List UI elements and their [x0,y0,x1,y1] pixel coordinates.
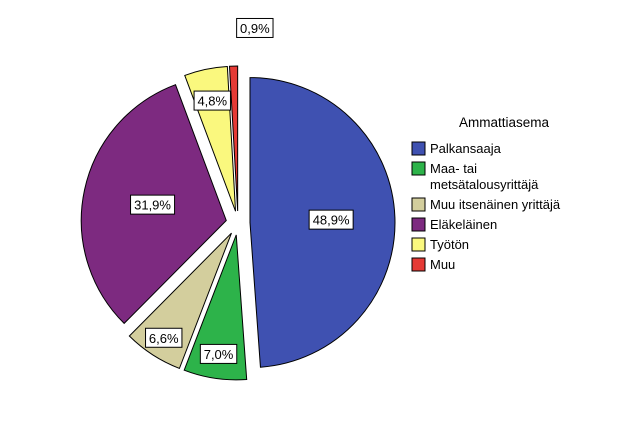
slice-label-muu: 0,9% [236,17,274,38]
pie-slice-muu [228,65,239,212]
legend-swatch [411,141,426,156]
legend-label: Eläkeläinen [430,217,497,232]
legend-label: Muu [430,257,455,272]
legend-label: Työtön [430,237,469,252]
slice-label-tyoton: 4,8% [193,90,231,111]
slice-label-box [193,90,231,111]
legend-swatch [411,197,426,212]
legend-item-muu-itsenainen-yrittaja: Muu itsenäinen yrittäjä [411,197,561,212]
legend-swatch [411,257,426,272]
legend-item-muu: Muu [411,257,455,272]
legend-label: Palkansaaja [430,141,502,156]
slice-label-text: 7,0% [204,347,234,362]
slice-label-box [145,327,183,348]
slice-label-palkansaaja: 48,9% [308,209,354,230]
slice-label-text: 0,9% [240,21,270,36]
legend-title: Ammattiasema [459,115,550,130]
slice-label-elakelainen: 31,9% [130,194,176,215]
legend-item-palkansaaja: Palkansaaja [411,141,502,156]
legend: Ammattiasema Palkansaaja Maa- taimetsätal… [411,115,561,272]
slice-label-box [130,194,176,215]
slice-label-muu-itsenainen-yrittaja: 6,6% [145,327,183,348]
slice-label-box [199,343,238,364]
slice-label-maa-tai-metsatalousyrittaja: 7,0% [199,343,238,364]
legend-swatch [411,217,426,232]
legend-label: metsätalousyrittäjä [430,177,539,192]
legend-swatch [411,237,426,252]
slice-label-text: 48,9% [313,213,350,228]
pie-slice-maa-tai-metsatalousyrittaja [183,234,248,381]
legend-label: Muu itsenäinen yrittäjä [430,197,561,212]
slice-label-text: 6,6% [149,331,179,346]
slice-label-box [308,209,354,230]
slice-labels: 48,9% 7,0% 6,6% 31,9% 4,8% 0,9% [130,17,354,364]
legend-item-tyoton: Työtön [411,237,469,252]
legend-item-elakelainen: Eläkeläinen [411,217,497,232]
legend-swatch [411,161,426,176]
slice-label-text: 31,9% [134,198,171,213]
slice-label-text: 4,8% [197,94,227,109]
slice-label-box [236,17,274,38]
legend-label: Maa- tai [430,161,477,176]
